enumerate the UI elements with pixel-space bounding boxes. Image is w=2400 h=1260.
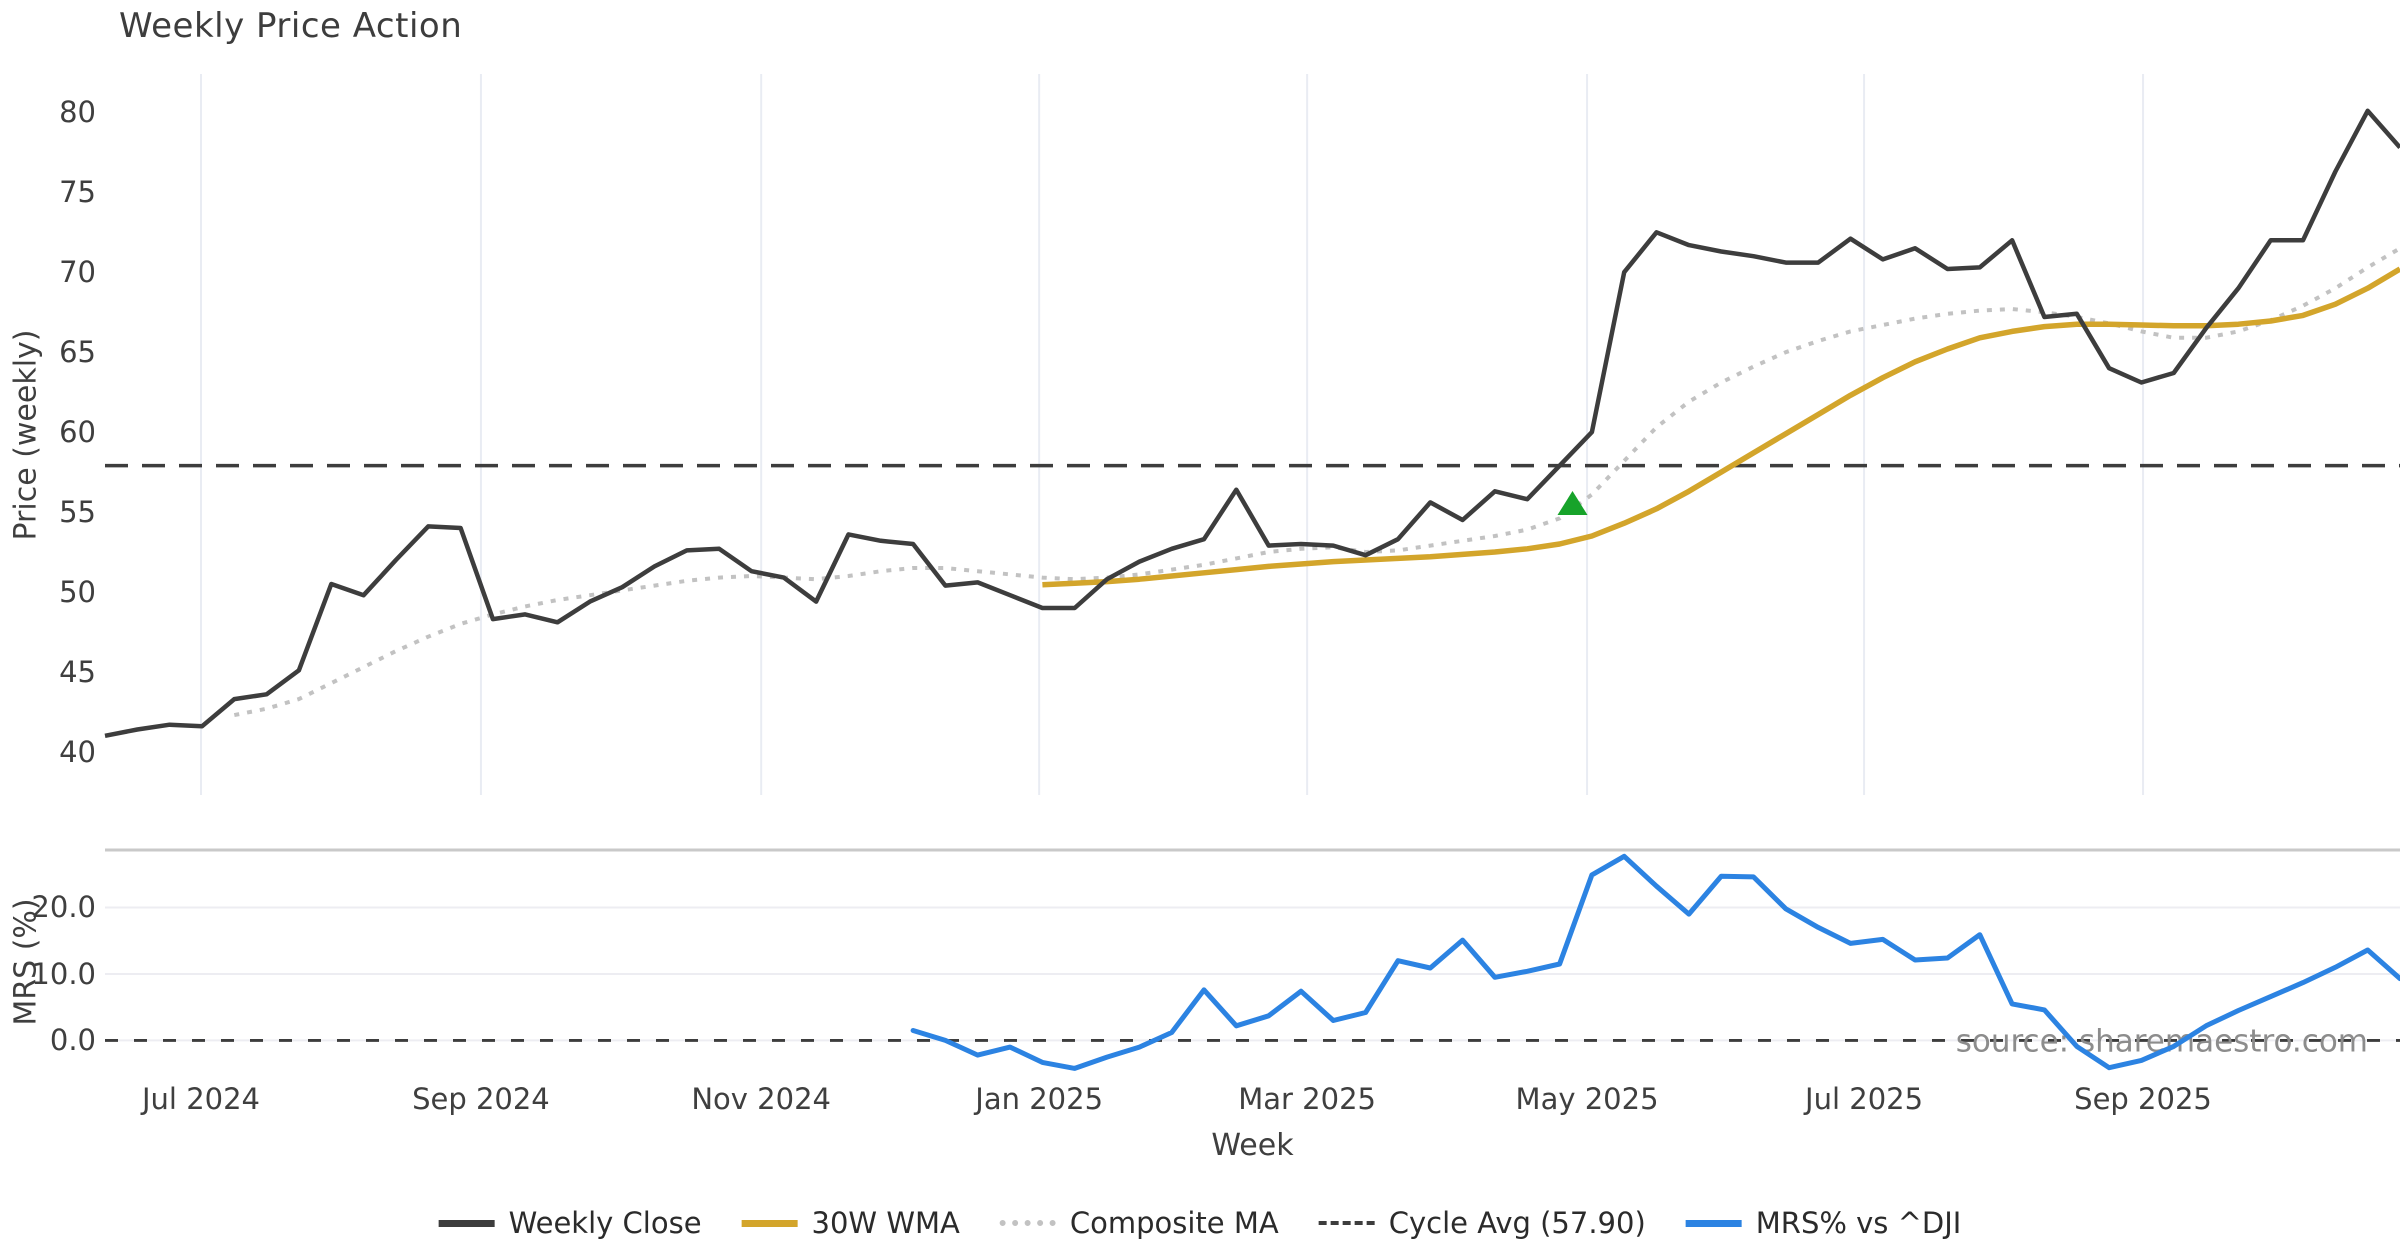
legend-swatch-dashed-icon [1318, 1221, 1375, 1225]
legend-swatch-solid-icon [741, 1219, 798, 1227]
x-tick-label: Jul 2025 [1805, 1082, 1924, 1116]
mrs-y-tick-label: 20.0 [31, 890, 96, 925]
legend-label: Cycle Avg (57.90) [1388, 1206, 1646, 1240]
legend: Weekly Close 30W WMA Composite MA Cycle Avg… [438, 1206, 1962, 1240]
price-axis-title: Price (weekly) [8, 328, 44, 541]
mrs-y-tick-label: 0.0 [49, 1023, 96, 1058]
mrs-axis-title: MRS (%) [8, 898, 44, 1026]
mrs-line [910, 853, 2400, 1071]
composite-ma-line [233, 246, 2400, 718]
legend-item: MRS% vs ^DJI [1685, 1206, 1962, 1240]
x-tick-label: Sep 2024 [412, 1082, 550, 1116]
x-tick-label: Mar 2025 [1238, 1082, 1376, 1116]
legend-item: Weekly Close [438, 1206, 702, 1240]
chart-title: Weekly Price Action [119, 6, 463, 46]
legend-item: 30W WMA [741, 1206, 960, 1240]
price-y-tick-label: 65 [59, 335, 96, 370]
price-y-tick-label: 40 [59, 734, 96, 769]
30w-wma-line [1042, 266, 2400, 588]
weekly-close-line [104, 108, 2400, 739]
legend-swatch-dotted-icon [999, 1220, 1056, 1226]
legend-label: 30W WMA [811, 1206, 960, 1240]
legend-item: Composite MA [999, 1206, 1279, 1240]
legend-label: Weekly Close [508, 1206, 702, 1240]
x-axis-title: Week [1211, 1128, 1294, 1163]
legend-label: Composite MA [1069, 1206, 1279, 1240]
legend-item: Cycle Avg (57.90) [1318, 1206, 1646, 1240]
price-y-tick-label: 55 [59, 495, 96, 530]
x-tick-label: Sep 2025 [2074, 1082, 2212, 1116]
price-y-tick-label: 70 [59, 255, 96, 290]
price-y-tick-label: 50 [59, 574, 96, 609]
mrs-y-tick-label: 10.0 [31, 956, 96, 991]
price-y-tick-label: 60 [59, 415, 96, 450]
legend-label: MRS% vs ^DJI [1755, 1206, 1962, 1240]
x-tick-label: May 2025 [1515, 1082, 1659, 1116]
price-y-tick-label: 75 [59, 175, 96, 210]
x-tick-label: Jul 2024 [141, 1082, 261, 1116]
legend-swatch-solid-icon [438, 1219, 495, 1227]
x-tick-label: Jan 2025 [975, 1082, 1104, 1116]
price-y-tick-label: 80 [59, 95, 96, 130]
legend-swatch-solid-icon [1685, 1219, 1742, 1227]
x-tick-label: Nov 2024 [691, 1082, 831, 1116]
buy-signal-marker [1557, 491, 1588, 516]
price-y-tick-label: 45 [59, 654, 96, 689]
